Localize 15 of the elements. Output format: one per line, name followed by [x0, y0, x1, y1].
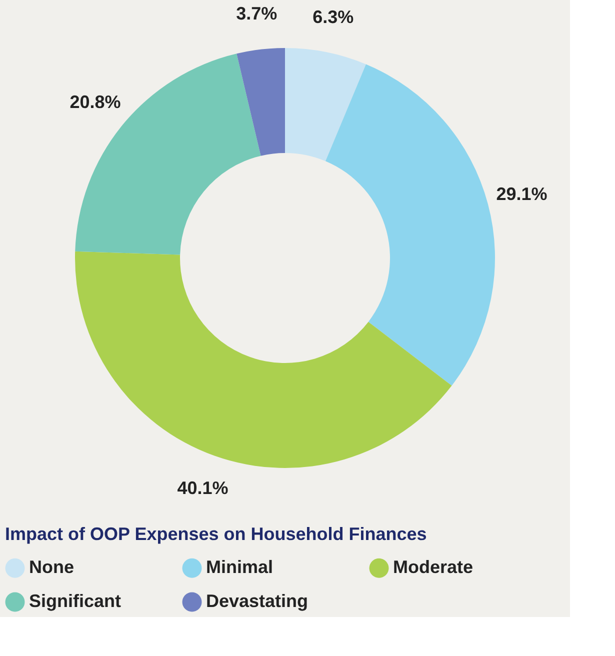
- data-label: 40.1%: [177, 478, 228, 498]
- data-label: 6.3%: [312, 6, 354, 27]
- legend-label: Moderate: [393, 557, 474, 578]
- data-label: 3.7%: [236, 4, 278, 24]
- data-label: 29.1%: [496, 184, 548, 204]
- donut-slice: [285, 48, 366, 162]
- data-label: 20.8%: [70, 92, 121, 112]
- donut-slice: [325, 64, 495, 386]
- legend-label: Significant: [29, 591, 122, 611]
- legend-label: None: [29, 557, 74, 578]
- donut-slice: [236, 48, 285, 156]
- legend-label: Minimal: [206, 557, 274, 578]
- donut-slice: [75, 251, 452, 468]
- legend-title: Impact of OOP Expenses on Household Finances: [5, 524, 427, 544]
- legend-label: Devastating: [206, 591, 308, 611]
